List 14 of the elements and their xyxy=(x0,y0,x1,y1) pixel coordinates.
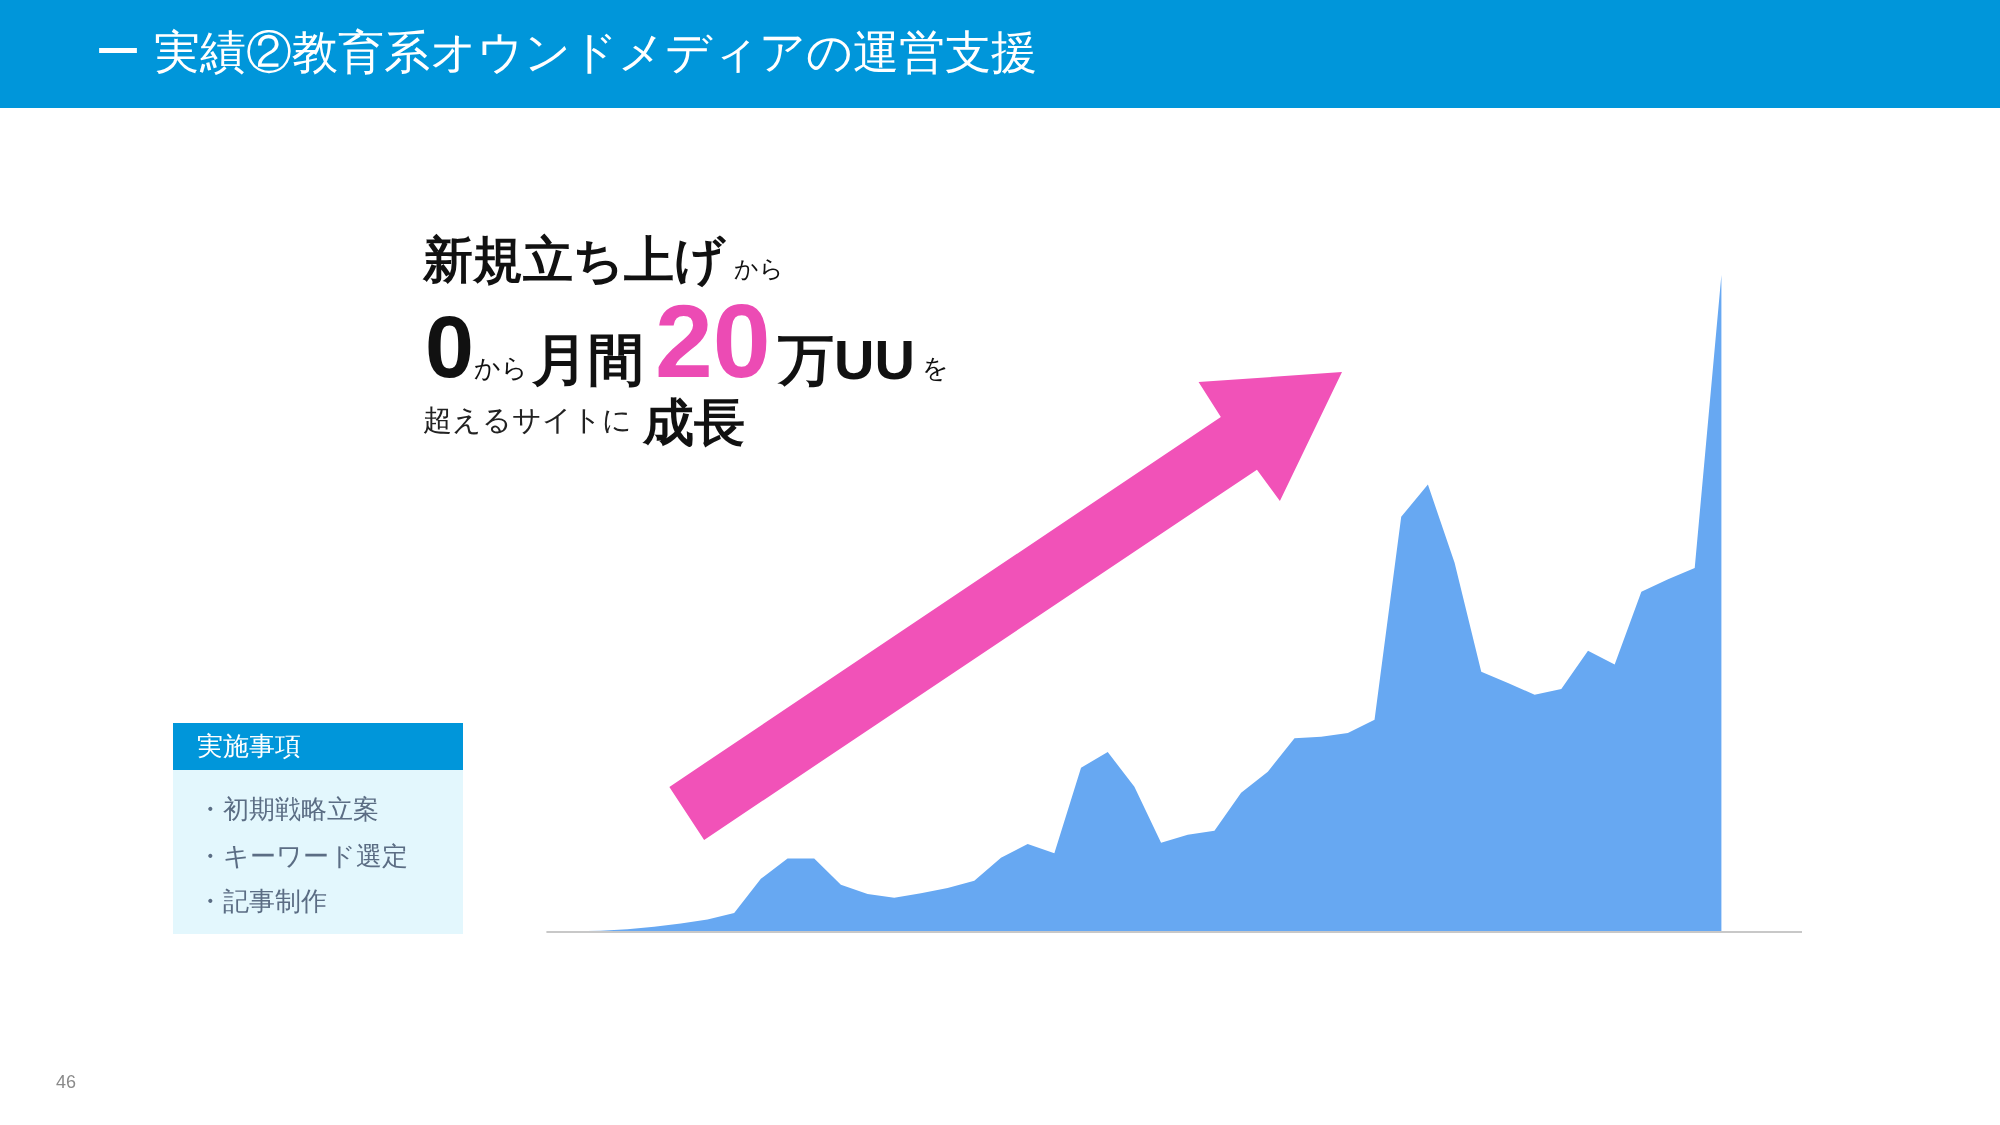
text: から xyxy=(474,353,528,383)
text: 46 xyxy=(56,1072,77,1092)
text: 実施事項 xyxy=(197,731,301,761)
annotation: 超えるサイトに xyxy=(423,404,632,436)
annotation: を xyxy=(922,353,949,383)
annotation: から xyxy=(734,255,784,282)
annotation: 成長 xyxy=(642,394,745,451)
chart-title: ー 実績②教育系オウンドメディアの運営支援 xyxy=(95,26,1037,78)
text: 0 xyxy=(425,297,474,396)
annotation: 月間 xyxy=(531,328,644,391)
text: ・記事制作 xyxy=(197,886,327,916)
annotation: 万UU xyxy=(777,328,915,391)
text: ・初期戦略立案 xyxy=(197,794,379,824)
text: ・キーワード選定 xyxy=(197,841,408,871)
